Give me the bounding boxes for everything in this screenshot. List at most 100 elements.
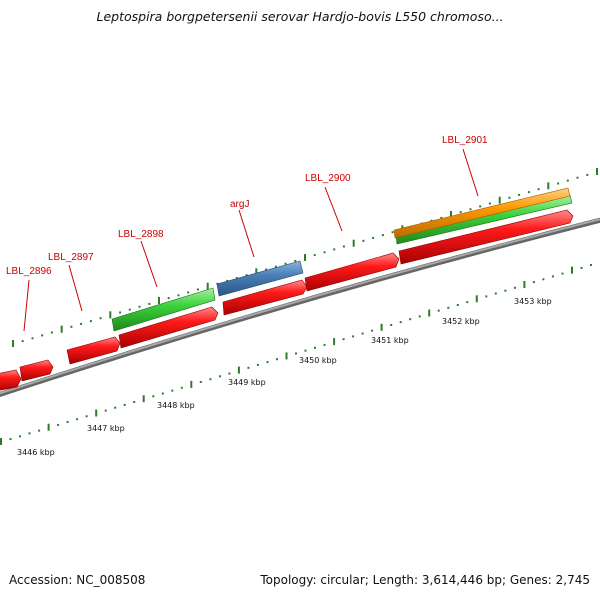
minor-tick	[513, 286, 516, 289]
major-tick	[352, 239, 355, 247]
minor-tick	[391, 231, 394, 234]
minor-tick	[342, 338, 345, 341]
minor-tick	[66, 421, 69, 423]
minor-tick	[551, 275, 554, 278]
minor-tick	[323, 343, 326, 346]
minor-tick	[409, 318, 412, 321]
minor-tick	[372, 236, 375, 239]
major-tick	[0, 438, 2, 445]
gene-arrow[interactable]	[304, 252, 400, 292]
minor-tick	[256, 363, 259, 366]
gene-arrow[interactable]	[66, 336, 121, 365]
minor-tick	[284, 262, 287, 265]
minor-tick	[199, 381, 202, 383]
minor-tick	[586, 173, 589, 176]
minor-tick	[333, 248, 336, 251]
major-tick	[95, 409, 98, 417]
major-tick	[547, 182, 550, 190]
major-tick	[255, 268, 258, 276]
minor-tick	[38, 429, 41, 432]
minor-tick	[323, 251, 326, 254]
major-tick	[428, 309, 431, 317]
minor-tick	[561, 272, 564, 275]
gene-bar-orange[interactable]	[393, 187, 571, 239]
scale-label: 3449 kbp	[228, 378, 266, 387]
minor-tick	[527, 191, 530, 194]
minor-tick	[138, 305, 141, 308]
minor-tick	[85, 415, 88, 418]
map-title: Leptospira borgpetersenii serovar Hardjo…	[96, 9, 504, 24]
gene-arrow[interactable]	[222, 279, 308, 316]
minor-tick	[381, 234, 384, 237]
minor-tick	[247, 366, 250, 369]
gene-bar-green[interactable]	[111, 287, 216, 332]
minor-tick	[119, 311, 122, 314]
minor-tick	[187, 291, 190, 294]
minor-tick	[128, 308, 131, 311]
gene-arrow[interactable]	[398, 209, 574, 265]
gene-label[interactable]: argJ	[230, 199, 249, 210]
minor-tick	[228, 372, 231, 375]
scale-label: 3451 kbp	[371, 336, 409, 345]
scale-label: 3453 kbp	[514, 297, 552, 306]
gene-label[interactable]: LBL_2897	[48, 252, 94, 263]
major-tick	[380, 323, 383, 331]
minor-tick	[167, 297, 170, 300]
minor-tick	[104, 409, 107, 412]
scale-label: 3446 kbp	[17, 448, 55, 457]
minor-tick	[80, 322, 83, 325]
scale-label: 3448 kbp	[157, 401, 195, 410]
minor-tick	[542, 278, 545, 281]
major-tick	[333, 338, 336, 346]
scale-label: 3450 kbp	[299, 356, 337, 365]
minor-tick	[209, 378, 212, 381]
minor-tick	[28, 432, 31, 435]
gene-arrow[interactable]	[0, 369, 22, 391]
minor-tick	[148, 302, 151, 305]
minor-tick	[362, 239, 365, 242]
gene-label[interactable]: LBL_2901	[442, 135, 488, 146]
minor-tick	[557, 182, 560, 185]
red-gene-track	[0, 209, 574, 391]
minor-tick	[21, 340, 24, 343]
minor-tick	[418, 315, 421, 318]
minor-tick	[313, 254, 316, 257]
minor-tick	[152, 395, 155, 398]
gene-bar-argj-blue[interactable]	[216, 260, 304, 297]
minor-tick	[41, 334, 44, 337]
minor-tick	[469, 208, 472, 211]
gene-label[interactable]: LBL_2898	[118, 229, 164, 240]
minor-tick	[537, 188, 540, 191]
gene-track-ticks	[12, 168, 598, 347]
minor-tick	[437, 309, 440, 312]
minor-tick	[518, 193, 521, 196]
gene-label[interactable]: LBL_2896	[6, 266, 52, 277]
accession-text: Accession: NC_008508	[9, 573, 146, 587]
minor-tick	[133, 401, 136, 403]
major-tick	[237, 366, 240, 374]
gene-arrow[interactable]	[19, 359, 54, 382]
minor-tick	[99, 317, 102, 320]
major-tick	[206, 282, 209, 290]
minor-tick	[580, 266, 583, 269]
minor-tick	[447, 306, 450, 309]
minor-tick	[508, 196, 511, 199]
minor-tick	[494, 292, 497, 295]
minor-tick	[456, 304, 459, 306]
major-tick	[142, 395, 145, 403]
minor-tick	[294, 259, 297, 262]
minor-tick	[276, 358, 278, 361]
major-tick	[498, 196, 501, 204]
minor-tick	[488, 202, 491, 205]
minor-tick	[171, 389, 174, 392]
scale-ruler-ticks	[0, 264, 592, 445]
gene-label[interactable]: LBL_2900	[305, 173, 351, 184]
minor-tick	[161, 392, 164, 395]
gene-arrow[interactable]	[118, 306, 219, 349]
minor-tick	[440, 216, 443, 219]
major-tick	[450, 211, 452, 218]
minor-tick	[399, 321, 402, 324]
minor-tick	[180, 386, 183, 389]
minor-tick	[532, 281, 535, 284]
minor-tick	[57, 423, 60, 426]
